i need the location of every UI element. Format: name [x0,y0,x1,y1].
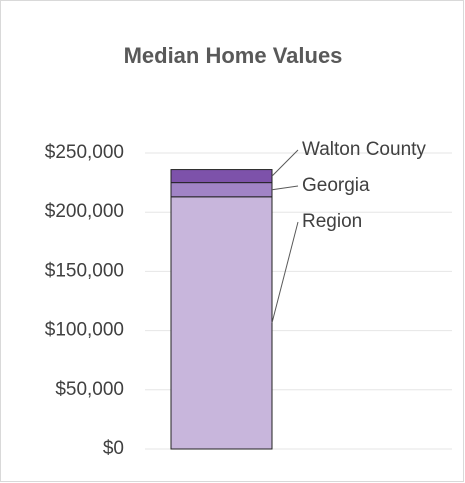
leader-line [271,149,299,177]
leader-line [271,221,299,324]
bar-segment [170,196,273,450]
y-tick-label: $200,000 [45,201,124,222]
chart-title: Median Home Values [124,43,343,68]
leader-line [271,185,299,191]
bar-segment [170,169,273,184]
y-tick-label: $250,000 [45,142,124,163]
y-tick-label: $100,000 [45,320,124,341]
bar-segment [170,182,273,198]
y-tick-label: $150,000 [45,260,124,281]
y-tick-label: $0 [103,438,124,459]
legend-label: Region [302,211,362,232]
y-tick-label: $50,000 [55,379,124,400]
legend-label: Walton County [302,139,426,160]
legend-label: Georgia [302,175,370,196]
